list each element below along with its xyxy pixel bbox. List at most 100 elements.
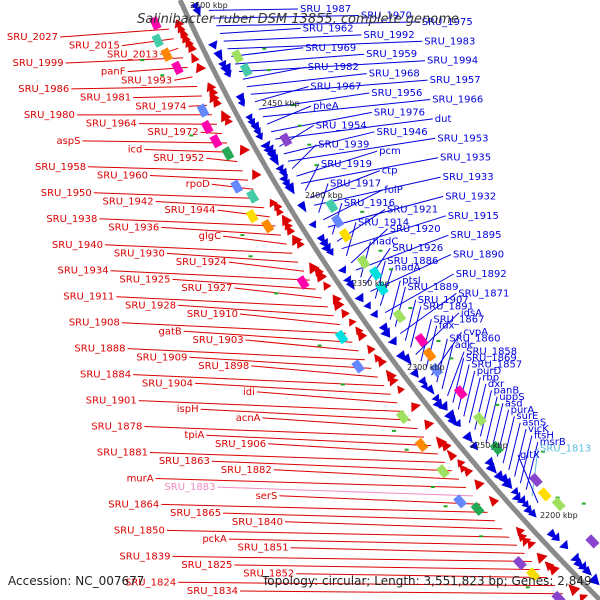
gene-label[interactable]: SRU_1824 (125, 577, 176, 588)
gene-label[interactable]: SRU_1953 (437, 133, 488, 144)
gene-label[interactable]: SRU_1939 (318, 140, 369, 151)
gene-label[interactable]: SRU_1851 (238, 543, 289, 554)
gene-label[interactable]: nadA (395, 263, 421, 274)
gene-label[interactable]: SRU_1911 (63, 292, 114, 303)
gene-label[interactable]: SRU_1954 (316, 120, 367, 131)
gene-label[interactable]: SRU_1975 (422, 17, 473, 28)
gene-label[interactable]: SRU_1950 (41, 188, 92, 199)
gene-label[interactable]: SRU_1966 (432, 95, 483, 106)
gene-label[interactable]: SRU_1960 (97, 171, 148, 182)
gene-label[interactable]: SRU_1982 (308, 62, 359, 73)
gene-label[interactable]: idi (243, 387, 255, 398)
gene-label[interactable]: SRU_1994 (427, 56, 478, 67)
gene-label[interactable]: SRU_1986 (18, 84, 69, 95)
gene-label[interactable]: SRU_1839 (119, 551, 170, 562)
gene-label[interactable]: SRU_1867 (433, 314, 484, 325)
gene-label[interactable]: SRU_1850 (114, 525, 165, 536)
gene-label[interactable]: SRU_1935 (440, 153, 491, 164)
gene-label[interactable]: SRU_1962 (303, 23, 354, 34)
gene-label[interactable]: SRU_1871 (458, 288, 509, 299)
gene-label[interactable]: SRU_1901 (86, 396, 137, 407)
gene-label[interactable]: uppS (499, 392, 524, 403)
gene-label[interactable]: adk (455, 340, 473, 351)
gene-label[interactable]: tpiA (184, 430, 204, 441)
gene-label[interactable]: SRU_1906 (215, 439, 266, 450)
gene-label[interactable]: SRU_1891 (423, 301, 474, 312)
gene-label[interactable]: rbp (482, 372, 499, 383)
gene-label[interactable]: SRU_1972 (148, 127, 199, 138)
gene-label[interactable]: SRU_1927 (181, 283, 232, 294)
gene-label[interactable]: rpoD (186, 179, 211, 190)
gene-label[interactable]: dut (435, 114, 452, 125)
gene-label[interactable]: SRU_1980 (24, 110, 75, 121)
gene-label[interactable]: SRU_1865 (170, 508, 221, 519)
gene-label[interactable]: SRU_1928 (125, 300, 176, 311)
gene-label[interactable]: asd (505, 398, 523, 409)
gene-label[interactable]: acnA (236, 413, 261, 424)
gene-label[interactable]: SRU_1917 (330, 179, 381, 190)
gene-label[interactable]: SRU_1892 (456, 269, 507, 280)
gene-label[interactable]: SRU_1968 (369, 69, 420, 80)
gene-label[interactable]: SRU_1926 (392, 243, 443, 254)
gene-label[interactable]: icd (128, 145, 143, 156)
gene-label[interactable]: SRU_1940 (52, 240, 103, 251)
gene-label[interactable]: purA (511, 405, 535, 416)
gene-label[interactable]: glgC (199, 231, 221, 242)
gene-label[interactable]: SRU_1907 (418, 295, 469, 306)
gene-label[interactable]: SRU_1920 (390, 224, 441, 235)
gene-label[interactable]: SRU_2015 (69, 41, 120, 52)
gene-label[interactable]: SRU_1910 (187, 309, 238, 320)
gene-label[interactable]: SRU_1916 (344, 198, 395, 209)
gene-label[interactable]: pheA (313, 101, 339, 112)
gene-label[interactable]: SRU_2027 (7, 32, 58, 43)
gene-label[interactable]: SRU_1993 (121, 75, 172, 86)
gene-label[interactable]: msrB (540, 437, 566, 448)
gene-label[interactable]: SRU_2013 (107, 49, 158, 60)
gene-label[interactable]: SRU_1909 (136, 352, 187, 363)
gene-label[interactable]: SRU_1860 (449, 334, 500, 345)
gene-label[interactable]: SRU_1925 (119, 274, 170, 285)
gene-label[interactable]: SRU_1938 (46, 214, 97, 225)
gene-labels[interactable]: SRU_2027SRU_2015SRU_2013SRU_1999panFSRU_… (7, 4, 591, 597)
gene-label[interactable]: gltX (520, 450, 540, 461)
gene-label[interactable]: SRU_1884 (80, 370, 131, 381)
gene-label[interactable]: SRU_1924 (176, 257, 227, 268)
gene-label[interactable]: SRU_1930 (114, 248, 165, 259)
gene-label[interactable]: SRU_1946 (377, 127, 428, 138)
gene-label[interactable]: SRU_1934 (58, 266, 109, 277)
gene-label[interactable]: SRU_1869 (466, 353, 517, 364)
gene-label[interactable]: SRU_1957 (430, 75, 481, 86)
gene-label[interactable]: SRU_1970 (361, 11, 412, 22)
gene-label[interactable]: SRU_1921 (387, 204, 438, 215)
gene-label[interactable]: SRU_1942 (103, 197, 154, 208)
gene-label[interactable]: SRU_1834 (187, 586, 238, 597)
gene-label[interactable]: gatB (159, 326, 182, 337)
gene-label[interactable]: SRU_1904 (142, 378, 193, 389)
gene-label[interactable]: SRU_1952 (153, 153, 204, 164)
gene-label[interactable]: SRU_1903 (193, 335, 244, 346)
gene-label[interactable]: nadC (373, 237, 399, 248)
gene-label[interactable]: SRU_1882 (221, 465, 272, 476)
gene-label[interactable]: SRU_1964 (86, 119, 137, 130)
gene-label[interactable]: SRU_1889 (407, 282, 458, 293)
gene-label[interactable]: panB (494, 385, 520, 396)
gene-label[interactable]: ispH (177, 404, 199, 415)
gene-label[interactable]: ftsH (534, 431, 554, 442)
gene-label[interactable]: SRU_1858 (466, 347, 517, 358)
gene-label[interactable]: pcm (379, 146, 401, 157)
gene-label[interactable]: asnS (522, 418, 546, 429)
gene-label[interactable]: SRU_1919 (321, 159, 372, 170)
gene-label[interactable]: idsA (461, 308, 482, 319)
gene-label[interactable]: panF (101, 67, 126, 78)
gene-label[interactable]: SRU_1890 (453, 250, 504, 261)
gene-label[interactable]: SRU_1987 (300, 4, 351, 15)
gene-label[interactable]: SRU_1825 (181, 560, 232, 571)
gene-label[interactable]: SRU_1944 (164, 205, 215, 216)
gene-label[interactable]: SRU_1967 (310, 82, 361, 93)
gene-label[interactable]: cvpA (464, 327, 489, 338)
gene-label[interactable]: SRU_1886 (387, 256, 438, 267)
gene-label[interactable]: SRU_1883 (164, 482, 215, 493)
gene-label[interactable]: SRU_1974 (135, 101, 186, 112)
gene-label[interactable]: purD (477, 366, 502, 377)
gene-label[interactable]: SRU_1852 (243, 569, 294, 580)
